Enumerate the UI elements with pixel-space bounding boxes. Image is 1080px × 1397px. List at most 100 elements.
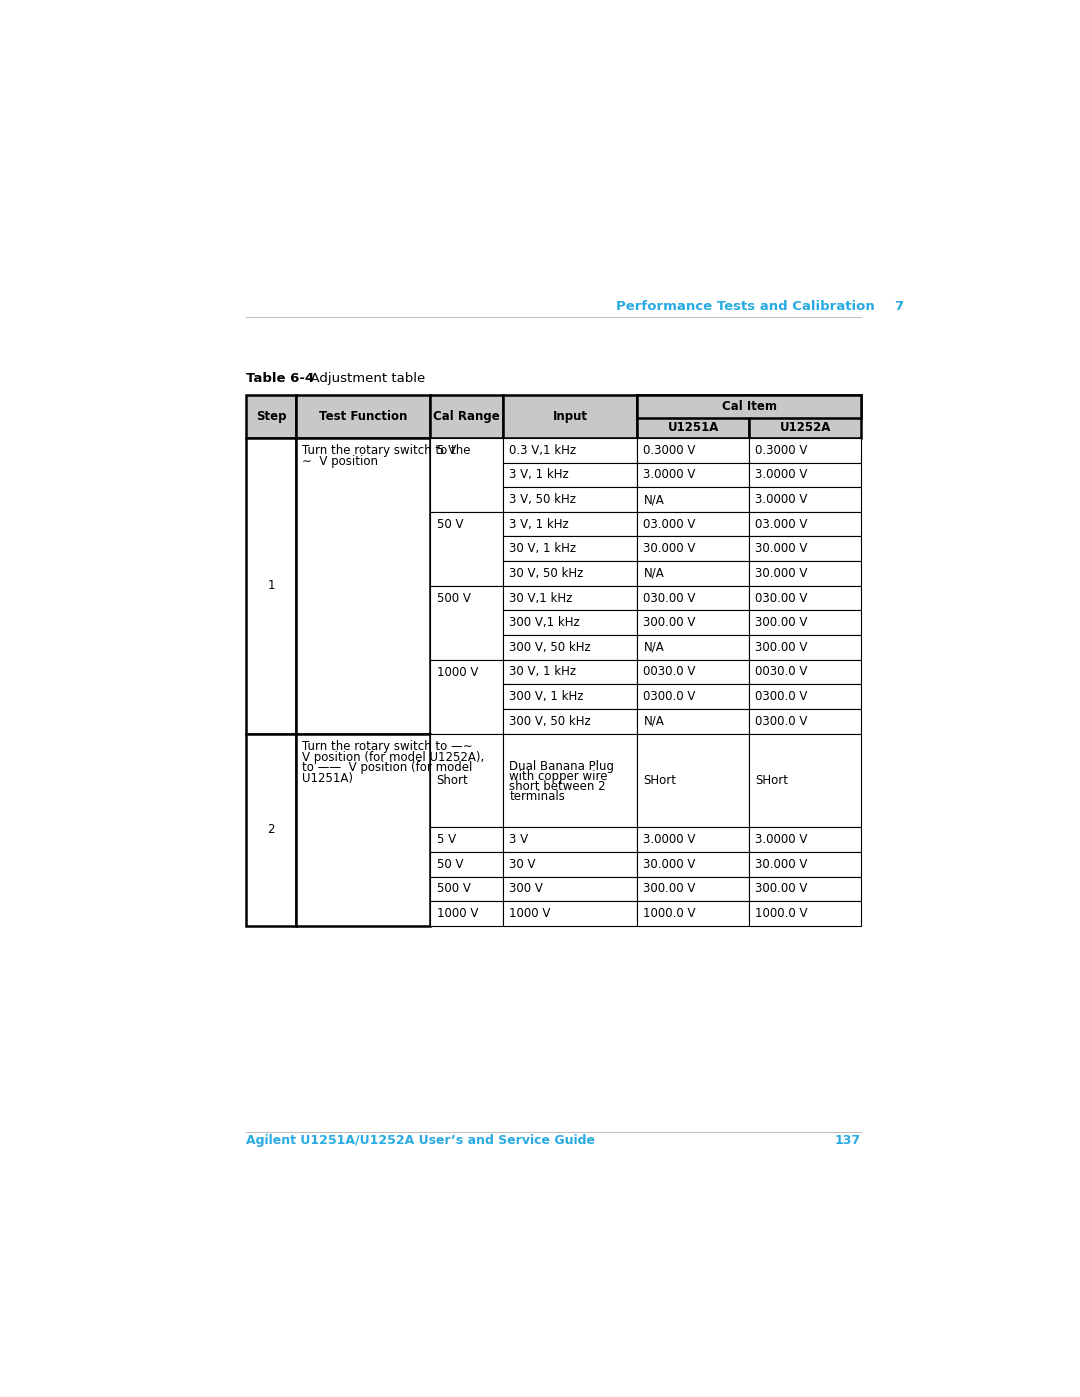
Bar <box>637 876 750 901</box>
Text: 3 V, 1 kHz: 3 V, 1 kHz <box>510 518 569 531</box>
Text: 0030.0 V: 0030.0 V <box>755 665 808 679</box>
Text: 50 V: 50 V <box>436 518 463 531</box>
Text: Test Function: Test Function <box>320 409 407 423</box>
Text: to ——  V position (for model: to —— V position (for model <box>302 761 473 774</box>
Bar <box>637 610 750 636</box>
Bar <box>431 511 503 585</box>
Text: U1251A): U1251A) <box>302 773 353 785</box>
Text: 5 V: 5 V <box>436 444 456 457</box>
Text: 0.3000 V: 0.3000 V <box>644 444 696 457</box>
Bar <box>750 536 861 562</box>
Bar <box>750 659 861 685</box>
Text: N/A: N/A <box>644 715 664 728</box>
Text: 300.00 V: 300.00 V <box>644 883 696 895</box>
Text: 0.3 V,1 kHz: 0.3 V,1 kHz <box>510 444 577 457</box>
Bar <box>431 733 503 827</box>
Bar <box>637 585 750 610</box>
Text: 0300.0 V: 0300.0 V <box>755 690 808 703</box>
Bar <box>246 733 296 926</box>
Bar <box>503 562 637 585</box>
Bar <box>503 685 637 708</box>
Bar <box>503 852 637 876</box>
Text: 300.00 V: 300.00 V <box>755 616 808 629</box>
Bar <box>637 708 750 733</box>
Text: 300 V, 1 kHz: 300 V, 1 kHz <box>510 690 584 703</box>
Text: 3 V, 1 kHz: 3 V, 1 kHz <box>510 468 569 482</box>
Bar <box>637 562 750 585</box>
Text: 03.000 V: 03.000 V <box>644 518 696 531</box>
Bar <box>503 536 637 562</box>
Text: Dual Banana Plug: Dual Banana Plug <box>510 760 615 774</box>
Bar <box>503 876 637 901</box>
Text: 30.000 V: 30.000 V <box>755 542 808 555</box>
Text: 30 V, 1 kHz: 30 V, 1 kHz <box>510 665 577 679</box>
Text: 3.0000 V: 3.0000 V <box>755 833 808 847</box>
Text: 0300.0 V: 0300.0 V <box>755 715 808 728</box>
Bar <box>503 708 637 733</box>
Text: 1000.0 V: 1000.0 V <box>644 907 696 921</box>
Bar <box>296 733 431 926</box>
Bar <box>503 827 637 852</box>
Text: Adjustment table: Adjustment table <box>302 372 426 384</box>
Text: terminals: terminals <box>510 791 565 803</box>
Text: Step: Step <box>256 409 286 423</box>
Bar <box>750 827 861 852</box>
Text: U1252A: U1252A <box>780 422 831 434</box>
Bar <box>637 852 750 876</box>
Bar <box>503 585 637 610</box>
Text: Performance Tests and Calibration: Performance Tests and Calibration <box>616 300 874 313</box>
Text: 03.000 V: 03.000 V <box>755 518 808 531</box>
Bar <box>637 395 750 437</box>
Bar <box>637 462 750 488</box>
Bar <box>431 437 503 511</box>
Bar <box>431 876 503 901</box>
Text: 300 V, 50 kHz: 300 V, 50 kHz <box>510 715 591 728</box>
Bar <box>750 437 861 462</box>
Bar <box>750 685 861 708</box>
Text: 2: 2 <box>268 823 274 837</box>
Bar <box>637 488 750 511</box>
Text: 3.0000 V: 3.0000 V <box>644 833 696 847</box>
Text: 30 V: 30 V <box>510 858 536 870</box>
Text: 1: 1 <box>268 580 274 592</box>
Text: with copper wire: with copper wire <box>510 770 608 784</box>
Bar <box>431 901 503 926</box>
Text: Table 6-4: Table 6-4 <box>246 372 314 384</box>
Text: Cal Range: Cal Range <box>433 409 500 423</box>
Bar <box>637 901 750 926</box>
Bar <box>637 437 750 462</box>
Bar <box>503 511 637 536</box>
Bar <box>750 488 861 511</box>
Bar <box>750 511 861 536</box>
Text: U1251A: U1251A <box>667 422 719 434</box>
Bar <box>750 395 861 437</box>
Bar <box>637 659 750 685</box>
Bar <box>750 876 861 901</box>
Bar <box>637 536 750 562</box>
Text: 300.00 V: 300.00 V <box>644 616 696 629</box>
Text: 500 V: 500 V <box>436 592 471 605</box>
Text: 3.0000 V: 3.0000 V <box>755 468 808 482</box>
Bar <box>637 636 750 659</box>
Bar <box>431 827 503 852</box>
Text: Turn the rotary switch to —∼: Turn the rotary switch to —∼ <box>302 740 473 753</box>
Text: 30.000 V: 30.000 V <box>755 858 808 870</box>
Text: SHort: SHort <box>755 774 788 787</box>
Text: 0300.0 V: 0300.0 V <box>644 690 696 703</box>
Text: 5 V: 5 V <box>436 833 456 847</box>
Bar <box>503 462 637 488</box>
Bar <box>503 395 637 437</box>
Bar <box>431 852 503 876</box>
Text: 1000 V: 1000 V <box>436 907 478 921</box>
Text: 030.00 V: 030.00 V <box>644 591 696 605</box>
Text: N/A: N/A <box>644 641 664 654</box>
Text: 7: 7 <box>894 300 904 313</box>
Bar <box>637 511 750 536</box>
Bar <box>503 488 637 511</box>
Bar <box>750 852 861 876</box>
Text: V position (for model U1252A),: V position (for model U1252A), <box>302 750 485 764</box>
Text: 030.00 V: 030.00 V <box>755 591 808 605</box>
Bar <box>637 395 861 418</box>
Text: 30 V, 1 kHz: 30 V, 1 kHz <box>510 542 577 555</box>
Text: 0.3000 V: 0.3000 V <box>755 444 808 457</box>
